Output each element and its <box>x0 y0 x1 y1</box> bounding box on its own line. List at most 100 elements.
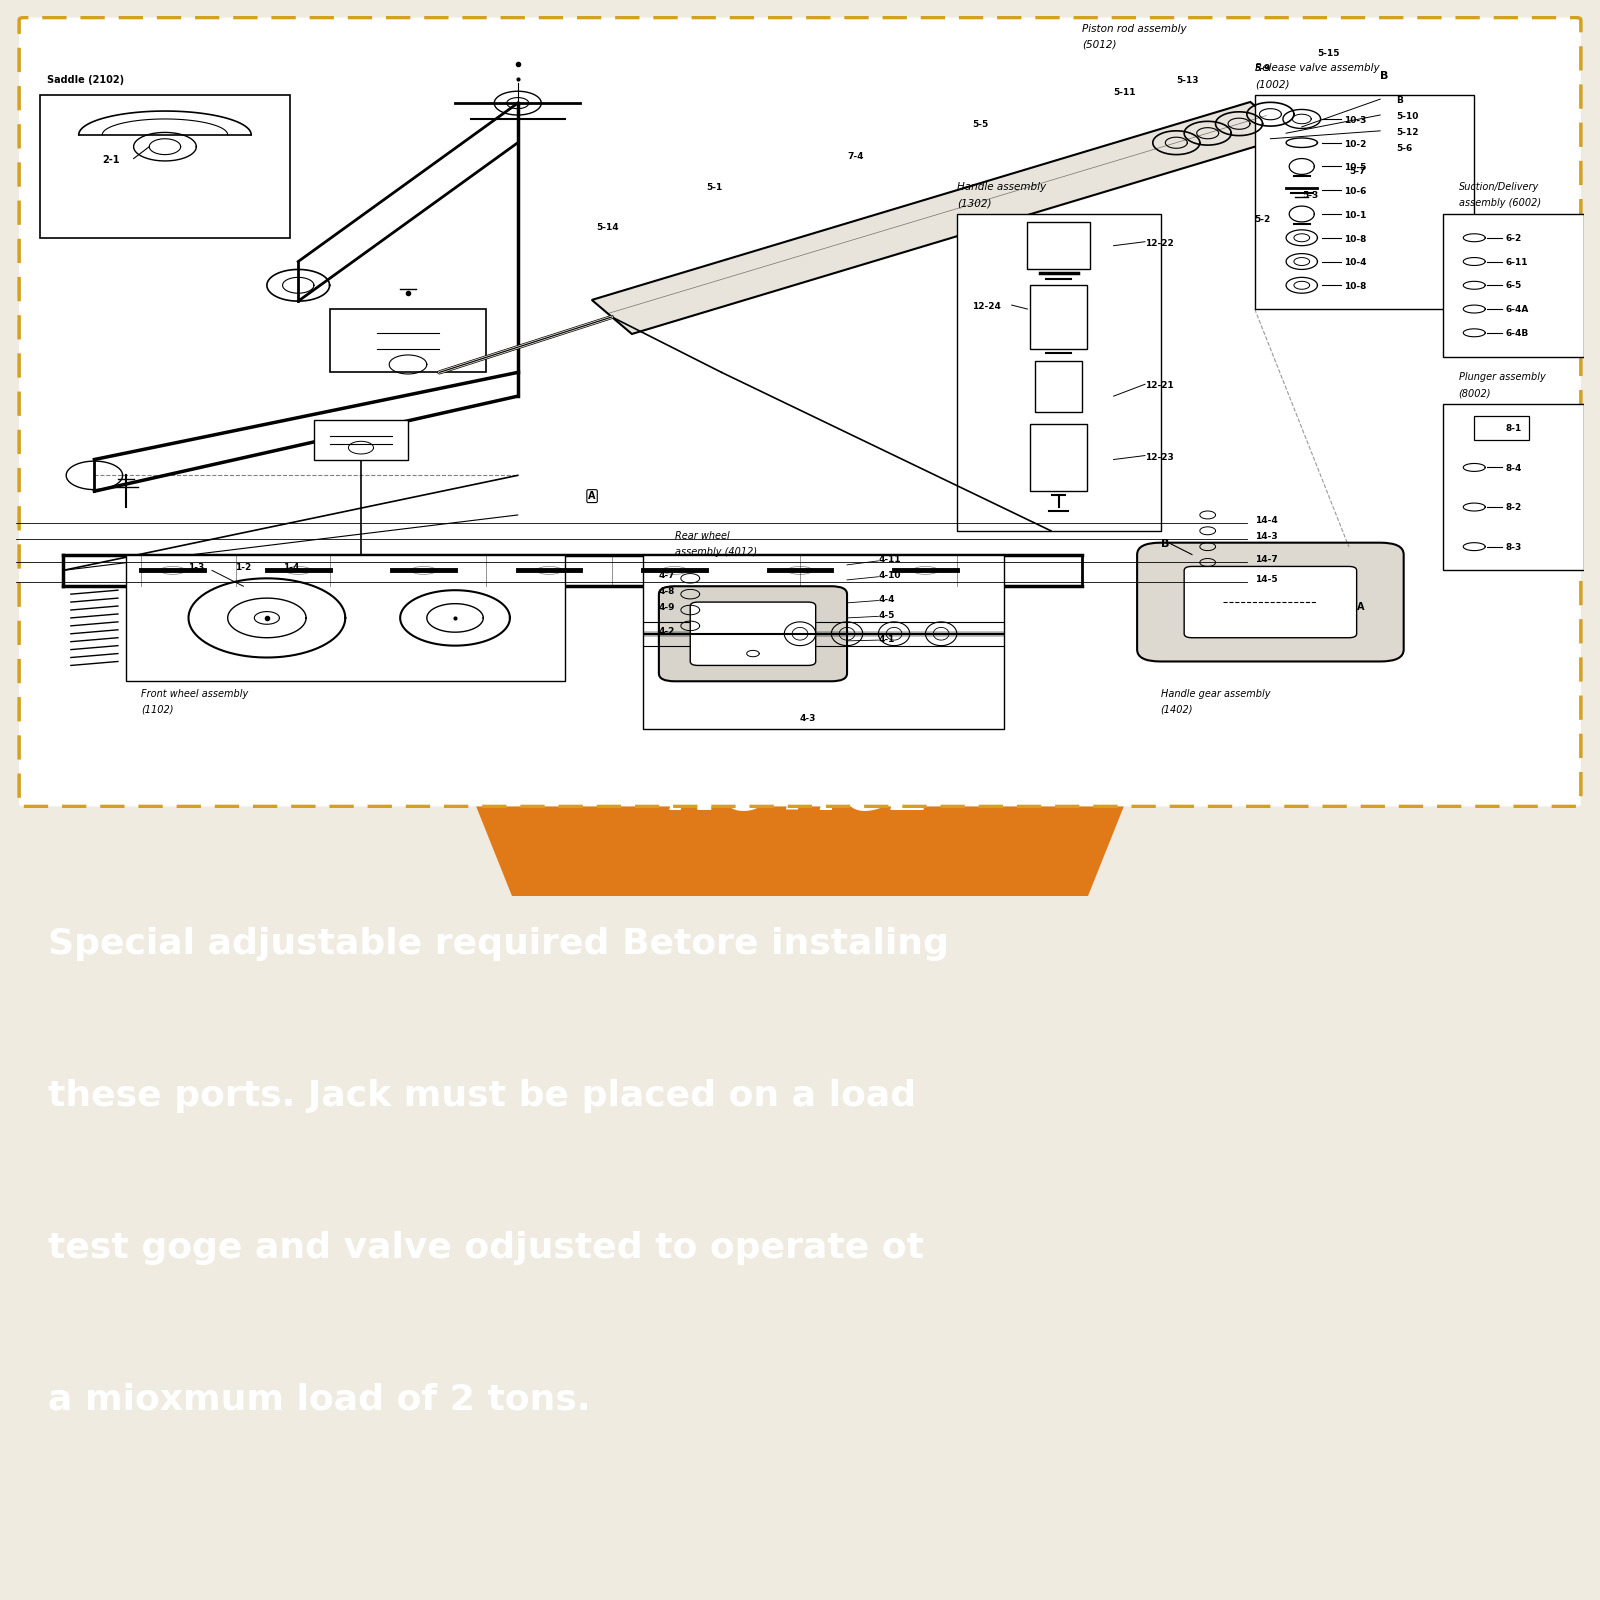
Bar <box>314 419 408 459</box>
Text: 6-4B: 6-4B <box>1506 330 1530 338</box>
Text: B: B <box>1395 96 1403 106</box>
Text: A: A <box>1357 602 1365 611</box>
Text: Special adjustable required Betore instaling: Special adjustable required Betore insta… <box>48 926 949 962</box>
Text: 10-6: 10-6 <box>1344 187 1366 197</box>
Text: 4-11: 4-11 <box>878 555 901 565</box>
Text: 10-1: 10-1 <box>1344 211 1366 219</box>
Text: (8002): (8002) <box>1459 389 1491 398</box>
Text: 10-2: 10-2 <box>1344 139 1366 149</box>
Text: 10-8: 10-8 <box>1344 282 1366 291</box>
Text: 2-1: 2-1 <box>102 155 120 165</box>
Text: 10-8: 10-8 <box>1344 235 1366 243</box>
Text: 14-7: 14-7 <box>1254 555 1277 565</box>
Text: 5-12: 5-12 <box>1395 128 1418 136</box>
Bar <box>957 214 1160 531</box>
Text: 8-1: 8-1 <box>1506 424 1522 434</box>
FancyBboxPatch shape <box>690 602 816 666</box>
Bar <box>330 309 486 373</box>
Text: Piston rod assembly: Piston rod assembly <box>1082 24 1187 34</box>
Text: (1302): (1302) <box>957 198 992 208</box>
Text: 5-2: 5-2 <box>1254 214 1270 224</box>
Text: 6-11: 6-11 <box>1506 258 1528 267</box>
Text: 10-5: 10-5 <box>1344 163 1366 173</box>
Text: (1102): (1102) <box>141 706 174 715</box>
Text: Front wheel assembly: Front wheel assembly <box>141 690 248 699</box>
Text: 4-8: 4-8 <box>659 587 675 597</box>
Text: 1-3: 1-3 <box>189 563 205 573</box>
Text: A: A <box>589 491 595 501</box>
Text: 14-4: 14-4 <box>1254 515 1277 525</box>
Text: Plunger assembly: Plunger assembly <box>1459 373 1546 382</box>
Text: 6-5: 6-5 <box>1506 282 1522 291</box>
Text: Handle assembly: Handle assembly <box>957 182 1046 192</box>
Text: NOTICE: NOTICE <box>667 762 933 822</box>
FancyBboxPatch shape <box>1138 542 1403 661</box>
Text: 4-9: 4-9 <box>659 603 675 611</box>
FancyBboxPatch shape <box>19 18 1581 806</box>
Text: 14-5: 14-5 <box>1254 576 1277 584</box>
Text: 5-14: 5-14 <box>597 222 619 232</box>
Text: B: B <box>1381 72 1389 82</box>
Text: 4-10: 4-10 <box>878 571 901 581</box>
Text: Saddle (2102): Saddle (2102) <box>48 75 125 85</box>
Text: 8-4: 8-4 <box>1506 464 1522 472</box>
Text: 12-21: 12-21 <box>1146 381 1174 390</box>
Polygon shape <box>448 736 1152 896</box>
Text: Rear wheel: Rear wheel <box>675 531 730 541</box>
Text: 4-1: 4-1 <box>878 635 894 643</box>
Bar <box>1027 222 1090 269</box>
Text: 5-13: 5-13 <box>1176 77 1198 85</box>
Polygon shape <box>592 102 1291 334</box>
Bar <box>1254 96 1474 309</box>
Text: 4-7: 4-7 <box>659 571 675 581</box>
Text: 5-1: 5-1 <box>706 184 722 192</box>
Bar <box>40 96 291 238</box>
Text: 6-4A: 6-4A <box>1506 306 1530 314</box>
Text: 7-4: 7-4 <box>846 152 864 160</box>
Text: 12-24: 12-24 <box>973 302 1002 310</box>
Bar <box>1443 405 1584 571</box>
Text: (5012): (5012) <box>1082 40 1117 50</box>
FancyBboxPatch shape <box>1184 566 1357 638</box>
Bar <box>1443 214 1584 357</box>
Bar <box>1030 424 1086 491</box>
Text: 5-6: 5-6 <box>1395 144 1413 152</box>
Bar <box>126 555 565 682</box>
Text: 12-22: 12-22 <box>1146 238 1174 248</box>
Text: 5-10: 5-10 <box>1395 112 1418 122</box>
Text: these ports. Jack must be placed on a load: these ports. Jack must be placed on a lo… <box>48 1078 917 1114</box>
Text: 8-3: 8-3 <box>1506 542 1522 552</box>
Text: 1-4: 1-4 <box>283 563 299 573</box>
Text: 14-3: 14-3 <box>1254 531 1277 541</box>
Text: B: B <box>1160 539 1170 549</box>
Text: 4-4: 4-4 <box>878 595 894 605</box>
Text: (1402): (1402) <box>1160 706 1194 715</box>
Text: 12-23: 12-23 <box>1146 453 1174 461</box>
Text: 5-3: 5-3 <box>1302 190 1318 200</box>
Text: 6-2: 6-2 <box>1506 234 1522 243</box>
Text: 4-5: 4-5 <box>878 611 894 619</box>
Bar <box>1474 416 1530 440</box>
Text: 5-5: 5-5 <box>973 120 989 130</box>
Text: assembly (6002): assembly (6002) <box>1459 198 1541 208</box>
FancyBboxPatch shape <box>659 586 846 682</box>
Text: Release valve assembly: Release valve assembly <box>1254 64 1379 74</box>
Text: assembly (4012): assembly (4012) <box>675 547 757 557</box>
Text: 5-15: 5-15 <box>1317 48 1339 58</box>
Text: Suction/Delivery: Suction/Delivery <box>1459 182 1539 192</box>
Text: 5-11: 5-11 <box>1114 88 1136 98</box>
Bar <box>1030 285 1086 349</box>
Text: a mioxmum load of 2 tons.: a mioxmum load of 2 tons. <box>48 1382 590 1418</box>
Text: 4-3: 4-3 <box>800 714 816 723</box>
Text: 4-2: 4-2 <box>659 627 675 635</box>
Text: (1002): (1002) <box>1254 80 1290 90</box>
Text: 1-2: 1-2 <box>235 563 251 573</box>
Text: 5-7: 5-7 <box>1349 168 1365 176</box>
Text: test goge and valve odjusted to operate ot: test goge and valve odjusted to operate … <box>48 1230 925 1266</box>
Text: Handle gear assembly: Handle gear assembly <box>1160 690 1270 699</box>
Bar <box>643 555 1003 728</box>
Text: 5-9: 5-9 <box>1254 64 1270 74</box>
Text: 8-2: 8-2 <box>1506 504 1522 512</box>
Text: 10-3: 10-3 <box>1344 115 1366 125</box>
Text: 10-4: 10-4 <box>1344 259 1366 267</box>
